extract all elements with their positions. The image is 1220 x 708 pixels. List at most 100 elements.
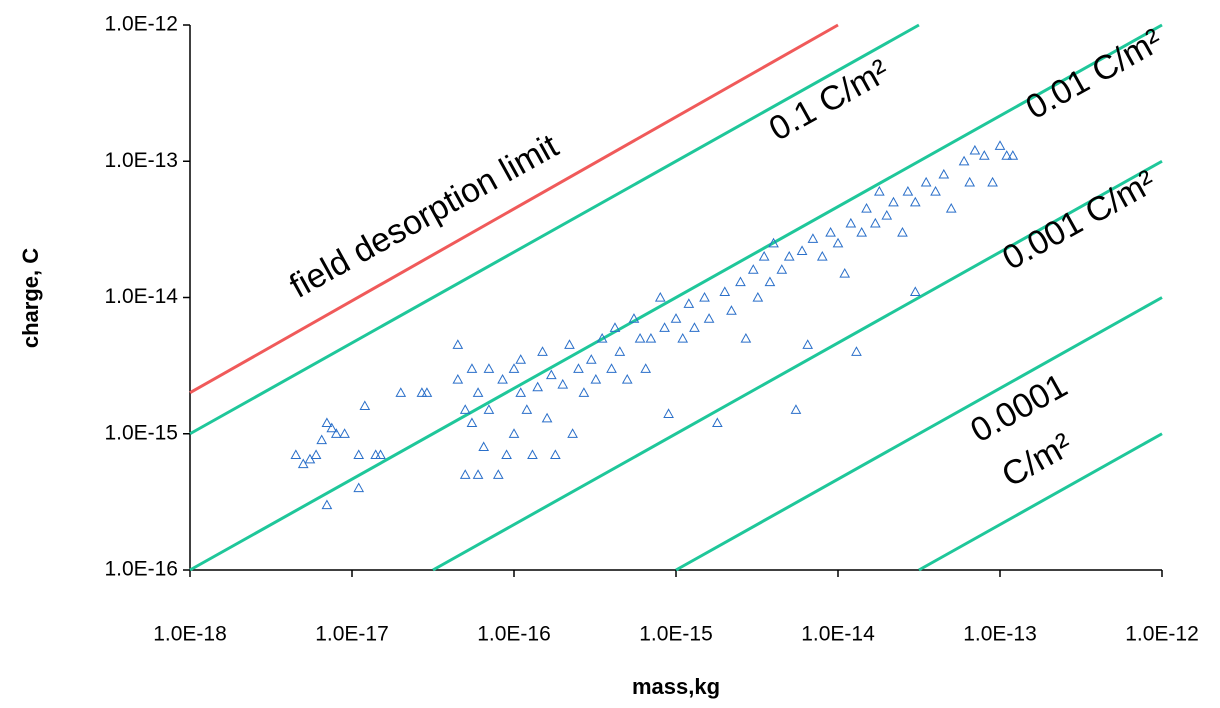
data-point: [654, 291, 666, 302]
line-annotation: C/m²: [996, 426, 1079, 495]
data-point: [316, 434, 328, 445]
data-point: [421, 387, 433, 397]
data-point: [472, 387, 484, 397]
data-point: [459, 469, 471, 479]
data-point: [590, 374, 602, 384]
data-point: [802, 339, 814, 349]
data-point: [532, 381, 544, 392]
x-tick-label: 1.0E-16: [477, 623, 551, 646]
data-point: [726, 305, 737, 315]
x-tick-label: 1.0E-17: [315, 623, 389, 646]
data-point: [740, 332, 752, 343]
data-point: [902, 185, 914, 196]
y-axis-title: charge, C: [18, 248, 43, 348]
data-point: [1001, 150, 1013, 160]
x-tick-label: 1.0E-12: [1125, 623, 1199, 646]
data-point: [719, 286, 731, 296]
data-point: [909, 286, 921, 296]
data-point: [508, 428, 520, 438]
x-tick-label: 1.0E-18: [153, 623, 227, 646]
data-point: [796, 245, 808, 255]
data-point: [472, 469, 484, 479]
data-point: [573, 363, 584, 373]
reference-line: [675, 296, 1163, 572]
data-point: [459, 404, 471, 414]
data-point: [521, 404, 533, 414]
data-point: [881, 209, 893, 220]
data-point: [938, 168, 950, 179]
data-point: [816, 250, 828, 261]
data-point: [375, 449, 386, 459]
data-point: [897, 226, 908, 237]
data-point: [945, 202, 957, 213]
data-point: [606, 363, 617, 373]
data-point: [353, 482, 365, 493]
reference-line: [432, 159, 1163, 572]
data-point: [478, 441, 490, 452]
data-point: [958, 155, 970, 166]
data-point: [541, 412, 553, 423]
y-tick-label: 1.0E-13: [104, 149, 178, 172]
data-point: [768, 237, 779, 248]
data-point: [832, 237, 844, 248]
data-point: [290, 449, 302, 459]
data-point: [758, 250, 770, 261]
data-point: [634, 332, 646, 343]
data-point: [825, 226, 836, 237]
data-point: [452, 339, 464, 349]
data-point: [359, 400, 371, 411]
data-point: [564, 339, 575, 349]
data-point: [515, 387, 527, 397]
data-point: [515, 354, 527, 364]
data-point: [609, 322, 621, 332]
y-tick-label: 1.0E-15: [104, 421, 178, 444]
data-point: [1007, 150, 1019, 160]
data-point: [677, 332, 689, 343]
data-point: [839, 267, 851, 278]
data-point: [497, 374, 508, 384]
data-point: [492, 469, 504, 479]
data-point: [537, 346, 548, 356]
data-point: [712, 417, 723, 428]
data-point: [321, 499, 333, 510]
reference-line: [189, 23, 1163, 572]
x-tick-label: 1.0E-13: [963, 623, 1037, 646]
data-point: [994, 140, 1006, 150]
data-point: [321, 417, 333, 428]
data-point: [764, 276, 776, 287]
data-point: [395, 387, 407, 397]
reference-line: [189, 23, 920, 436]
data-point: [483, 363, 495, 373]
data-point: [578, 387, 590, 397]
x-tick-label: 1.0E-14: [801, 623, 875, 646]
data-point: [527, 449, 538, 459]
data-point: [930, 185, 941, 196]
reference-line: [189, 23, 839, 395]
data-point: [659, 322, 670, 332]
data-point: [969, 144, 981, 155]
y-tick-label: 1.0E-14: [104, 285, 178, 308]
data-point: [683, 298, 695, 308]
data-point: [545, 369, 557, 380]
data-point: [670, 313, 682, 323]
data-point: [339, 428, 350, 438]
data-point: [550, 449, 561, 459]
data-point: [699, 291, 710, 302]
data-point: [645, 332, 657, 343]
data-point: [869, 217, 881, 228]
data-point: [920, 176, 932, 187]
data-point: [807, 233, 819, 243]
line-annotation: 0.01 C/m²: [1020, 21, 1169, 127]
x-axis-title: mass,kg: [632, 674, 720, 699]
data-point: [614, 346, 626, 356]
data-point: [326, 422, 338, 433]
data-point: [783, 250, 795, 261]
y-tick-label: 1.0E-12: [104, 13, 178, 36]
data-point: [747, 264, 759, 274]
data-point: [776, 264, 788, 274]
data-point: [735, 276, 746, 287]
data-point: [689, 322, 700, 332]
data-point: [987, 176, 998, 187]
